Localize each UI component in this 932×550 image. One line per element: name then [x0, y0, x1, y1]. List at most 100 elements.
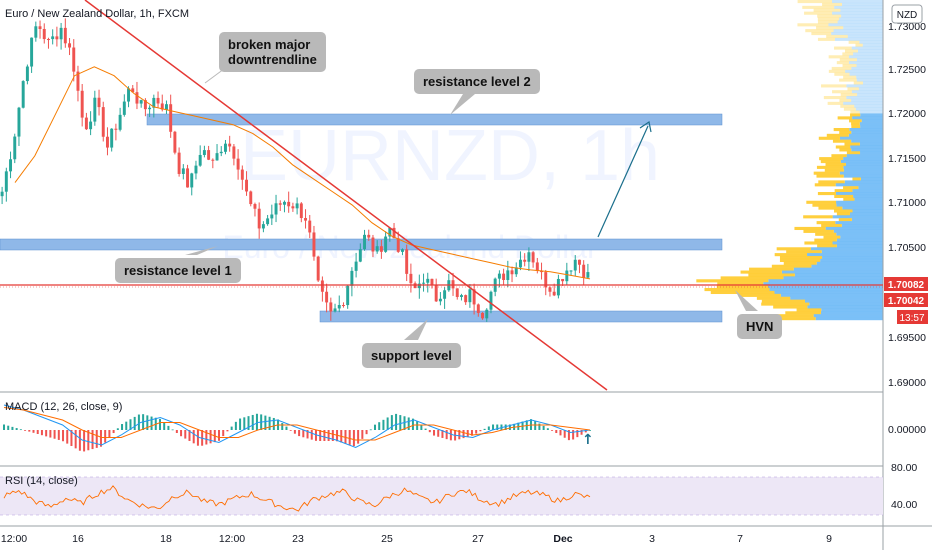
time-tick: 16	[72, 533, 84, 545]
volume-profile-bar-down	[846, 151, 861, 155]
volume-profile-bar-up	[832, 241, 883, 245]
macd-histogram-bar	[66, 430, 69, 444]
volume-profile-bar-down	[818, 206, 843, 210]
volume-profile-bar-down	[823, 96, 847, 100]
volume-profile-bar-up	[768, 279, 883, 283]
candle-body	[63, 27, 67, 44]
volume-profile-bar-up	[781, 270, 883, 274]
volume-profile-bar-down	[817, 14, 842, 18]
candle-body	[143, 100, 147, 110]
price-tick: 1.72500	[888, 64, 926, 76]
candle-body	[299, 203, 303, 219]
volume-profile-bar-down	[839, 78, 857, 82]
volume-profile-bar-up	[862, 81, 883, 85]
macd-histogram-bar	[78, 430, 81, 451]
macd-histogram-bar	[268, 416, 271, 430]
currency-badge-text: NZD	[897, 10, 918, 21]
projection-arrow-line	[597, 125, 649, 238]
time-tick: 23	[292, 533, 304, 545]
volume-profile-bar-down	[850, 110, 860, 114]
macd-histogram-bar	[378, 422, 381, 430]
volume-profile-bar-down	[850, 113, 861, 117]
macd-histogram-bar	[167, 425, 170, 430]
macd-histogram-bar	[70, 430, 73, 446]
volume-profile-bar-down	[775, 317, 816, 321]
volume-profile-bar-down	[855, 43, 863, 47]
resistance-zone-2	[146, 113, 723, 126]
volume-profile-bar-down	[843, 197, 855, 201]
candle-body	[55, 36, 59, 40]
candle-body	[30, 37, 34, 67]
volume-profile-bar-down	[812, 203, 837, 207]
volume-profile-bar-down	[815, 232, 837, 236]
candle-body	[569, 270, 573, 272]
price-tick: 1.69500	[888, 332, 926, 344]
candle-body	[459, 295, 463, 297]
volume-profile-bar-up	[840, 160, 883, 164]
candle-body	[396, 238, 400, 252]
rsi-line	[3, 485, 591, 512]
candle-body	[443, 290, 447, 299]
macd-histogram-bar	[281, 423, 284, 430]
macd-label[interactable]: MACD (12, 26, close, 9)	[5, 401, 123, 413]
macd-histogram-bar	[91, 430, 94, 450]
volume-profile-bar-up	[790, 296, 883, 300]
candle-body	[582, 264, 586, 278]
currency-badge[interactable]	[891, 4, 923, 24]
macd-histogram-bar	[433, 430, 436, 436]
candle-body	[502, 273, 506, 281]
macd-histogram-bar	[323, 430, 326, 441]
volume-profile-bar-up	[837, 20, 883, 24]
candle-body	[270, 214, 274, 219]
volume-profile-bar-up	[848, 61, 883, 65]
candle-body	[59, 27, 63, 40]
macd-histogram-bar	[49, 430, 52, 438]
macd-histogram-bar	[19, 429, 22, 431]
volume-profile-bar-down	[826, 34, 848, 39]
macd-histogram-bar	[538, 423, 541, 430]
volume-profile-bar-up	[836, 244, 883, 248]
candle-body	[169, 104, 173, 132]
volume-profile-bar-down	[817, 17, 840, 21]
candle-body	[9, 159, 13, 172]
price-axis[interactable]: 1.73000 1.72500 1.72000 1.71500 1.71000 …	[888, 21, 926, 511]
macd-histogram-bar	[382, 419, 385, 430]
volume-profile-bar-down	[817, 20, 838, 24]
candle-body	[497, 273, 501, 279]
volume-profile-bar-down	[824, 168, 844, 172]
rsi-label[interactable]: RSI (14, close)	[5, 475, 78, 487]
volume-profile-bar-up	[836, 203, 883, 207]
candle-body	[577, 259, 581, 265]
macd-histogram-bar	[563, 430, 566, 438]
macd-histogram-bar	[196, 430, 199, 446]
volume-profile-bar-up	[848, 133, 883, 137]
candle-body	[122, 101, 126, 115]
candle-body	[13, 136, 17, 160]
macd-histogram-bar	[32, 430, 35, 433]
resistance1-callout: resistance level 1	[115, 258, 241, 283]
candle-body	[194, 165, 198, 174]
volume-profile-bar-down	[834, 46, 852, 50]
time-axis[interactable]: 12:00 16 18 12:00 23 25 27 Dec 3 7 9	[1, 533, 832, 545]
volume-profile-bar-down	[804, 241, 833, 245]
macd-histogram-bar	[24, 430, 27, 431]
volume-profile-bar-down	[852, 177, 861, 181]
volume-profile-bar-down	[756, 296, 791, 300]
watermark-big: EURNZD, 1h	[240, 116, 660, 196]
volume-profile-bar-down	[839, 58, 857, 62]
volume-profile-bar-up	[858, 186, 883, 190]
candle-body	[565, 270, 569, 282]
volume-profile-bar-down	[776, 247, 811, 251]
volume-profile-bar-up	[839, 17, 883, 21]
symbol-title[interactable]: Euro / New Zealand Dollar, 1h, FXCM	[5, 8, 190, 20]
volume-profile-bar-up	[860, 177, 883, 181]
volume-profile-bar-down	[797, 0, 833, 4]
volume-profile-bar-up	[831, 32, 883, 36]
volume-profile-bar-up	[856, 75, 883, 79]
time-tick: Dec	[553, 533, 572, 545]
macd-histogram-bar	[357, 430, 360, 444]
macd-histogram-bar	[580, 430, 583, 435]
volume-profile-bar-down	[770, 314, 814, 318]
macd-signal-line	[3, 407, 591, 441]
macd-histogram-bar	[163, 422, 166, 430]
